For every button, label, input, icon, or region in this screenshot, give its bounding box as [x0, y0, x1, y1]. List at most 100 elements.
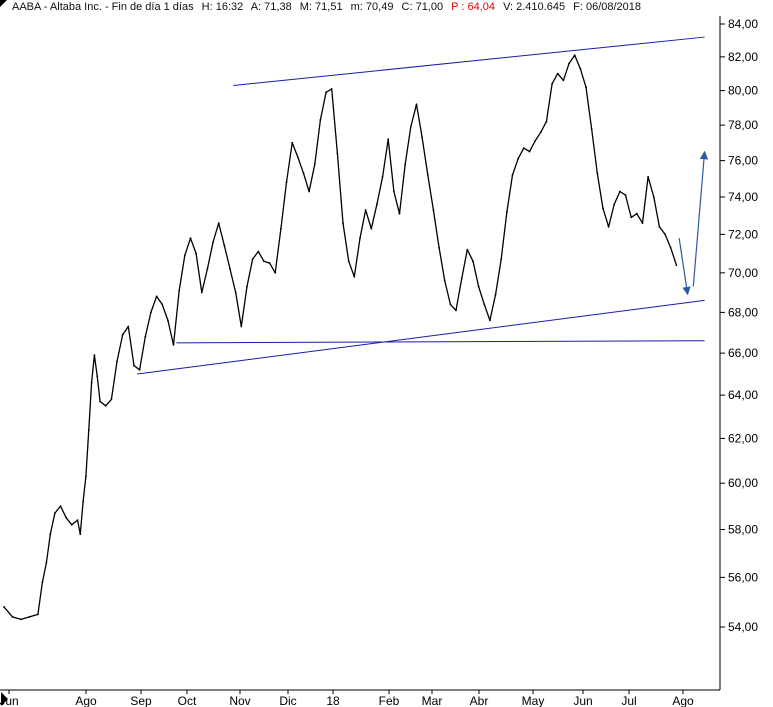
price-point — [96, 375, 99, 377]
header-close: C: 71,00 — [401, 1, 444, 13]
price-point — [596, 172, 599, 175]
y-tick-label: 56,00 — [728, 570, 758, 584]
price-point — [116, 360, 118, 363]
y-tick-label: 58,00 — [728, 522, 758, 536]
price-point — [85, 475, 87, 478]
price-point — [336, 152, 339, 155]
price-point — [579, 67, 582, 70]
trendline — [233, 36, 705, 86]
price-point — [246, 285, 248, 288]
price-point — [87, 428, 90, 431]
price-point — [11, 616, 14, 618]
x-tick-label: Abr — [470, 694, 489, 707]
price-point — [376, 203, 378, 206]
price-point — [511, 174, 514, 176]
price-point — [240, 325, 243, 328]
price-point — [127, 325, 130, 328]
header-open: A: 71,38 — [250, 1, 292, 13]
price-point — [200, 291, 203, 294]
price-point — [82, 500, 84, 503]
price-point — [669, 246, 672, 249]
x-tick-label: Feb — [379, 694, 400, 707]
quote-header: AABA - Altaba Inc. - Fin de día 1 días H… — [12, 1, 641, 13]
header-high: H: 16:32 — [201, 1, 244, 13]
price-point — [494, 293, 497, 296]
y-tick-label: 54,00 — [728, 620, 758, 634]
x-tick-label: May — [522, 694, 545, 707]
ticker-name: AABA - Altaba Inc. - Fin de día 1 días — [12, 1, 194, 13]
price-point — [65, 516, 68, 519]
y-tick-label: 78,00 — [728, 118, 758, 132]
price-point — [212, 241, 215, 243]
price-point — [664, 233, 666, 236]
price-point — [291, 141, 294, 144]
price-point — [675, 264, 678, 266]
header-volume: V: 2.410.645 — [503, 1, 566, 13]
x-tick-label: Mar — [422, 694, 443, 707]
x-tick-label: Ago — [75, 694, 97, 707]
price-point — [79, 533, 82, 536]
price-point — [426, 174, 429, 176]
price-point — [223, 244, 226, 247]
x-tick-label: Nov — [229, 694, 250, 707]
price-point — [251, 258, 254, 261]
price-point — [556, 72, 559, 75]
price-point — [460, 277, 463, 280]
price-point — [313, 163, 316, 166]
price-point — [189, 237, 192, 240]
scroll-marker-icon[interactable] — [0, 692, 9, 706]
x-tick-label: Ago — [672, 694, 694, 707]
price-point — [319, 119, 322, 121]
price-point — [432, 209, 435, 211]
trendline — [137, 299, 705, 375]
price-point — [3, 606, 5, 608]
price-point — [359, 237, 361, 240]
price-point — [506, 210, 508, 213]
price-point — [409, 126, 412, 128]
price-point — [183, 254, 186, 257]
price-point — [421, 136, 423, 139]
price-point — [466, 248, 469, 251]
price-point — [110, 398, 113, 401]
price-point — [652, 196, 655, 198]
trendline — [176, 340, 705, 344]
price-series-line — [3, 54, 678, 621]
price-point — [472, 260, 474, 263]
price-point — [41, 581, 44, 584]
x-tick-label: Oct — [178, 694, 197, 707]
price-point — [133, 364, 135, 367]
price-point — [364, 209, 367, 211]
price-point — [483, 303, 486, 306]
price-point — [274, 271, 277, 274]
price-point — [347, 260, 350, 263]
x-tick-label: Jun — [0, 694, 19, 707]
price-point — [562, 79, 565, 82]
price-point — [455, 309, 457, 312]
price-point — [76, 519, 79, 521]
projection-arrow — [692, 150, 709, 287]
price-point — [528, 150, 531, 153]
price-point — [308, 190, 310, 193]
x-tick-label: Jul — [621, 694, 636, 707]
price-point — [658, 225, 661, 228]
price-point — [104, 404, 107, 407]
price-point — [539, 131, 542, 134]
price-point — [263, 260, 265, 263]
price-point — [477, 285, 480, 288]
price-point — [93, 354, 96, 357]
price-point — [257, 250, 260, 253]
corner-marker-icon — [0, 0, 7, 7]
price-point — [630, 216, 633, 219]
y-tick-label: 64,00 — [728, 388, 758, 402]
price-point — [155, 295, 158, 298]
y-tick-label: 68,00 — [728, 305, 758, 319]
y-tick-label: 66,00 — [728, 346, 758, 360]
price-point — [161, 303, 164, 306]
price-point — [551, 82, 553, 85]
price-point — [613, 203, 616, 206]
price-point — [370, 227, 373, 230]
y-tick-label: 70,00 — [728, 266, 758, 280]
price-point — [285, 181, 288, 184]
